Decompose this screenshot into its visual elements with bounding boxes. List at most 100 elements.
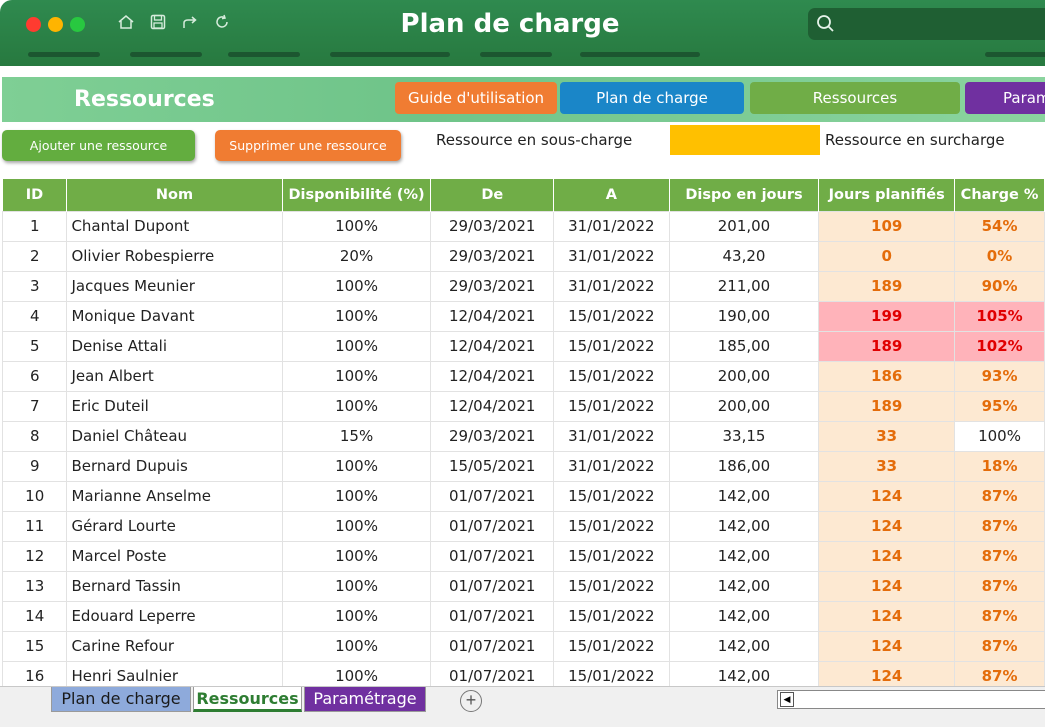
- cell-charge[interactable]: 18%: [954, 450, 1045, 482]
- cell-charge[interactable]: 0%: [954, 240, 1045, 272]
- cell-de[interactable]: 12/04/2021: [430, 300, 555, 332]
- cell-a[interactable]: 15/01/2022: [553, 600, 670, 632]
- cell-id[interactable]: 3: [1, 270, 68, 302]
- cell-jours[interactable]: 185,00: [668, 330, 820, 362]
- cell-jours[interactable]: 200,00: [668, 360, 820, 392]
- cell-de[interactable]: 29/03/2021: [430, 270, 555, 302]
- minimize-window-button[interactable]: [48, 17, 63, 32]
- cell-charge[interactable]: 87%: [954, 570, 1045, 602]
- cell-id[interactable]: 2: [1, 240, 68, 272]
- cell-jours[interactable]: 33,15: [668, 420, 820, 452]
- cell-planifies[interactable]: 124: [818, 510, 956, 542]
- cell-id[interactable]: 6: [1, 360, 68, 392]
- sheet-tab-ressources[interactable]: Ressources: [193, 687, 302, 712]
- horizontal-scrollbar[interactable]: ◀: [777, 690, 1045, 709]
- cell-id[interactable]: 11: [1, 510, 68, 542]
- cell-nom[interactable]: Denise Attali: [66, 330, 283, 362]
- cell-dispo[interactable]: 100%: [281, 330, 432, 362]
- cell-de[interactable]: 01/07/2021: [430, 630, 555, 662]
- cell-dispo[interactable]: 100%: [281, 510, 432, 542]
- cell-jours[interactable]: 211,00: [668, 270, 820, 302]
- cell-dispo[interactable]: 100%: [281, 600, 432, 632]
- save-icon[interactable]: [148, 13, 168, 33]
- cell-dispo[interactable]: 100%: [281, 630, 432, 662]
- cell-jours[interactable]: 200,00: [668, 390, 820, 422]
- scroll-left-icon[interactable]: ◀: [780, 692, 794, 707]
- cell-charge[interactable]: 95%: [954, 390, 1045, 422]
- cell-charge[interactable]: 87%: [954, 540, 1045, 572]
- cell-planifies[interactable]: 124: [818, 630, 956, 662]
- cell-nom[interactable]: Chantal Dupont: [66, 210, 283, 242]
- cell-a[interactable]: 15/01/2022: [553, 300, 670, 332]
- cell-nom[interactable]: Daniel Château: [66, 420, 283, 452]
- cell-jours[interactable]: 142,00: [668, 510, 820, 542]
- cell-a[interactable]: 31/01/2022: [553, 210, 670, 242]
- cell-jours[interactable]: 201,00: [668, 210, 820, 242]
- cell-de[interactable]: 12/04/2021: [430, 390, 555, 422]
- cell-charge[interactable]: 87%: [954, 630, 1045, 662]
- cell-nom[interactable]: Jacques Meunier: [66, 270, 283, 302]
- cell-de[interactable]: 01/07/2021: [430, 540, 555, 572]
- cell-planifies[interactable]: 109: [818, 210, 956, 242]
- parametrage-button[interactable]: Param: [965, 82, 1045, 114]
- cell-de[interactable]: 29/03/2021: [430, 240, 555, 272]
- home-icon[interactable]: [116, 13, 136, 33]
- plan-de-charge-button[interactable]: Plan de charge: [560, 82, 744, 114]
- close-window-button[interactable]: [26, 17, 41, 32]
- cell-nom[interactable]: Marcel Poste: [66, 540, 283, 572]
- cell-jours[interactable]: 142,00: [668, 570, 820, 602]
- sheet-tab-plan-de-charge[interactable]: Plan de charge: [51, 687, 191, 712]
- cell-charge[interactable]: 105%: [954, 300, 1045, 332]
- cell-dispo[interactable]: 100%: [281, 450, 432, 482]
- cell-nom[interactable]: Gérard Lourte: [66, 510, 283, 542]
- cell-a[interactable]: 15/01/2022: [553, 330, 670, 362]
- cell-planifies[interactable]: 33: [818, 420, 956, 452]
- cell-planifies[interactable]: 189: [818, 390, 956, 422]
- cell-jours[interactable]: 43,20: [668, 240, 820, 272]
- cell-nom[interactable]: Eric Duteil: [66, 390, 283, 422]
- cell-charge[interactable]: 90%: [954, 270, 1045, 302]
- cell-de[interactable]: 29/03/2021: [430, 420, 555, 452]
- cell-charge[interactable]: 87%: [954, 480, 1045, 512]
- maximize-window-button[interactable]: [70, 17, 85, 32]
- cell-a[interactable]: 15/01/2022: [553, 540, 670, 572]
- cell-de[interactable]: 01/07/2021: [430, 570, 555, 602]
- cell-jours[interactable]: 190,00: [668, 300, 820, 332]
- cell-planifies[interactable]: 124: [818, 480, 956, 512]
- cell-charge[interactable]: 100%: [954, 420, 1045, 452]
- cell-id[interactable]: 9: [1, 450, 68, 482]
- cell-de[interactable]: 29/03/2021: [430, 210, 555, 242]
- cell-nom[interactable]: Bernard Tassin: [66, 570, 283, 602]
- cell-id[interactable]: 10: [1, 480, 68, 512]
- cell-dispo[interactable]: 100%: [281, 360, 432, 392]
- cell-de[interactable]: 12/04/2021: [430, 360, 555, 392]
- cell-planifies[interactable]: 124: [818, 570, 956, 602]
- remove-resource-button[interactable]: Supprimer une ressource: [215, 130, 401, 161]
- share-icon[interactable]: [180, 13, 200, 33]
- cell-a[interactable]: 31/01/2022: [553, 450, 670, 482]
- cell-dispo[interactable]: 15%: [281, 420, 432, 452]
- cell-a[interactable]: 15/01/2022: [553, 570, 670, 602]
- cell-id[interactable]: 13: [1, 570, 68, 602]
- cell-id[interactable]: 7: [1, 390, 68, 422]
- cell-planifies[interactable]: 0: [818, 240, 956, 272]
- cell-charge[interactable]: 54%: [954, 210, 1045, 242]
- add-resource-button[interactable]: Ajouter une ressource: [2, 130, 195, 161]
- cell-dispo[interactable]: 100%: [281, 300, 432, 332]
- cell-id[interactable]: 8: [1, 420, 68, 452]
- cell-a[interactable]: 31/01/2022: [553, 420, 670, 452]
- cell-dispo[interactable]: 100%: [281, 540, 432, 572]
- cell-jours[interactable]: 142,00: [668, 540, 820, 572]
- add-sheet-button[interactable]: +: [460, 690, 482, 712]
- cell-a[interactable]: 15/01/2022: [553, 360, 670, 392]
- cell-planifies[interactable]: 33: [818, 450, 956, 482]
- cell-a[interactable]: 31/01/2022: [553, 240, 670, 272]
- cell-jours[interactable]: 142,00: [668, 630, 820, 662]
- cell-planifies[interactable]: 124: [818, 540, 956, 572]
- cell-nom[interactable]: Jean Albert: [66, 360, 283, 392]
- cell-charge[interactable]: 87%: [954, 510, 1045, 542]
- cell-de[interactable]: 15/05/2021: [430, 450, 555, 482]
- cell-dispo[interactable]: 20%: [281, 240, 432, 272]
- cell-dispo[interactable]: 100%: [281, 480, 432, 512]
- cell-charge[interactable]: 102%: [954, 330, 1045, 362]
